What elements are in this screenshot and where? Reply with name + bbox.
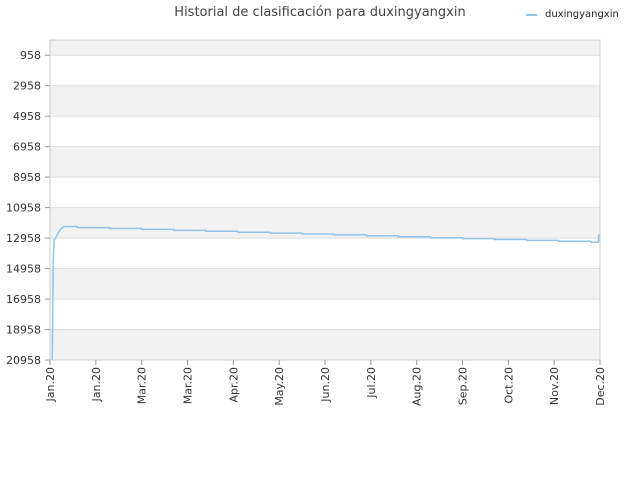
y-tick-label: 20958 [6, 354, 41, 367]
x-tick-label: Dec.20 [594, 367, 607, 406]
plot-band [50, 207, 600, 239]
series-line [51, 225, 600, 361]
x-tick-label: Nov.20 [548, 367, 561, 405]
y-tick-label: 6958 [13, 141, 41, 154]
x-tick-label: May.20 [273, 367, 286, 406]
y-tick-label: 14958 [6, 263, 41, 276]
legend-label: duxingyangxin [545, 9, 619, 20]
y-tick-label: 4958 [13, 110, 41, 123]
plot-band [50, 299, 600, 330]
y-tick-label: 8958 [13, 171, 41, 184]
plot-band [50, 55, 600, 86]
x-tick-label: Jan.20 [44, 367, 57, 402]
plot-band [50, 177, 600, 208]
y-tick-label: 2958 [13, 80, 41, 93]
plot-band [50, 85, 600, 117]
y-tick-label: 10958 [6, 202, 41, 215]
y-tick-label: 958 [20, 49, 41, 62]
x-tick-label: Sep.20 [457, 367, 470, 405]
plot-band [50, 268, 600, 300]
x-tick-label: Mar.20 [136, 367, 149, 404]
x-tick-label: Apr.20 [227, 367, 240, 403]
y-tick-label: 16958 [6, 293, 41, 306]
plot-band [50, 146, 600, 178]
plot-band [50, 238, 600, 269]
plot-band [50, 329, 600, 360]
x-tick-label: Jun.20 [319, 367, 332, 403]
legend-swatch [526, 13, 537, 16]
plot-band [50, 40, 600, 56]
x-tick-label: Oct.20 [502, 367, 515, 404]
y-tick-label: 12958 [6, 232, 41, 245]
y-tick-label: 18958 [6, 324, 41, 337]
x-tick-label: Mar.20 [182, 367, 195, 404]
legend: duxingyangxin [526, 9, 619, 20]
x-tick-label: Jul.20 [365, 367, 378, 399]
x-tick-label: Jan.20 [90, 367, 103, 402]
x-tick-label: Aug.20 [411, 367, 424, 406]
chart-title: Historial de clasificación para duxingya… [174, 5, 466, 20]
plot-band [50, 116, 600, 147]
